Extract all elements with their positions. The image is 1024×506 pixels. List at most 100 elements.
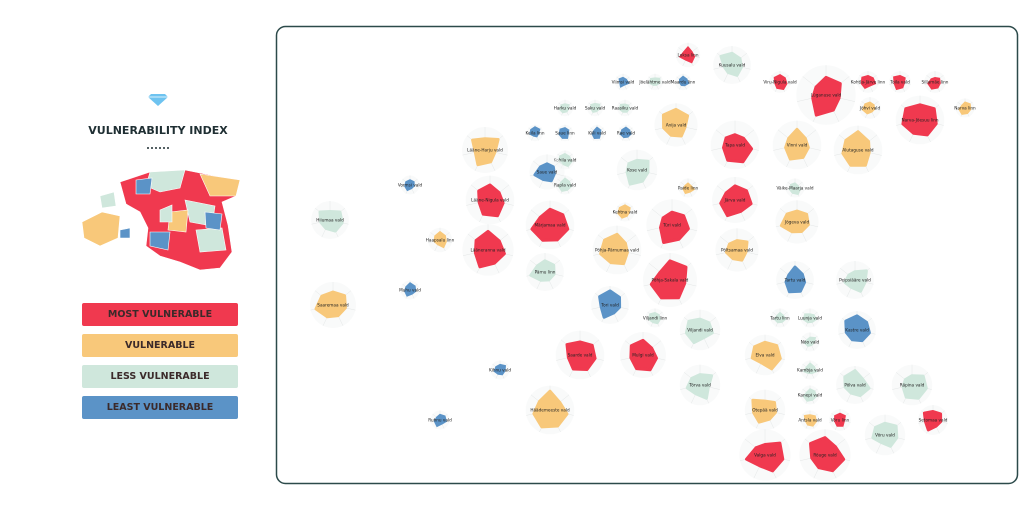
glyph-axis [884, 434, 895, 454]
glyph-label: Võru vald [875, 433, 895, 438]
glyph-axis [310, 304, 334, 311]
glyph-axis [622, 76, 630, 83]
glyph-shape [844, 314, 871, 343]
glyph-axis [400, 289, 411, 293]
glyph-axis [854, 373, 870, 386]
glyph-axis [622, 81, 631, 85]
glyph-axis [909, 119, 921, 143]
glyph-axis [579, 354, 604, 361]
glyph-bg [715, 228, 759, 272]
glyph-axis [764, 409, 785, 415]
glyph-axis [934, 75, 944, 83]
glyph-axis [489, 199, 514, 206]
glyph-axis [558, 127, 566, 134]
glyph-axis [624, 205, 633, 213]
glyph-axis [621, 107, 626, 116]
glyph-axis [854, 384, 864, 403]
glyph-axis [680, 329, 701, 335]
legend-item[interactable]: LESS VULNERABLE [82, 365, 238, 388]
glyph-axis [809, 317, 815, 327]
glyph: Märjamaa vald [525, 200, 575, 250]
glyph-axis [734, 199, 746, 221]
glyph-axis [470, 184, 491, 201]
glyph-axis [775, 221, 798, 228]
glyph-axis [749, 342, 766, 356]
legend-item[interactable]: MOST VULNERABLE [82, 303, 238, 326]
glyph: Hiiumaa vald [311, 201, 349, 239]
glyph-shape [682, 182, 695, 194]
glyph-axis [467, 233, 489, 251]
glyph-shape [529, 259, 556, 282]
glyph-axis [329, 219, 339, 238]
legend-item[interactable]: VULNERABLE [82, 334, 238, 357]
glyph-axis [796, 144, 808, 168]
glyph-bg [800, 410, 820, 430]
glyph-bg [654, 103, 698, 147]
glyph-axis [539, 224, 551, 248]
glyph-shape [629, 338, 658, 372]
glyph-axis [699, 329, 710, 349]
glyph: Tartu linn [769, 308, 790, 328]
glyph: Tõrva vald [679, 364, 721, 406]
glyph-axis [487, 249, 514, 256]
glyph-axis [558, 102, 566, 109]
glyph: Saue vald [529, 154, 565, 190]
glyph-axis [311, 219, 331, 225]
glyph-bg [525, 200, 575, 250]
glyph-shape [659, 210, 690, 244]
glyph-axis [794, 187, 805, 191]
glyph-axis [960, 107, 966, 117]
glyph-shape [861, 101, 876, 115]
glyph-axis [892, 384, 913, 390]
glyph-label: Kanepi vald [798, 393, 823, 398]
glyph: Kastre vald [838, 311, 876, 349]
legend-item[interactable]: LEAST VULNERABLE [82, 396, 238, 419]
glyph-axis [615, 81, 624, 85]
glyph-shape [927, 77, 941, 90]
glyph: Narva-Jõesuu linn [895, 95, 945, 145]
glyph: Türi vald [646, 199, 698, 251]
glyph-shape [893, 75, 906, 90]
glyph-bg [588, 124, 606, 142]
glyph-axis [624, 211, 635, 215]
glyph-axis [796, 94, 827, 102]
glyph-axis [651, 208, 673, 226]
glyph-axis [624, 107, 633, 111]
glyph: Jõgeva vald [775, 200, 819, 244]
glyph-axis [539, 409, 551, 433]
glyph-axis [794, 187, 800, 197]
glyph-axis [549, 394, 570, 411]
glyph-axis [322, 304, 334, 326]
glyph-axis [428, 239, 441, 243]
glyph-axis [534, 132, 539, 141]
glyph-axis [802, 388, 811, 396]
glyph-shape [684, 317, 714, 344]
glyph-axis [724, 199, 736, 221]
glyph-axis [869, 101, 879, 109]
glyph-axis [588, 102, 596, 109]
glyph-shape [843, 369, 871, 398]
glyph-axis [899, 81, 911, 85]
glyph-axis [911, 384, 922, 404]
glyph-axis [805, 317, 811, 327]
glyph-axis [773, 144, 798, 151]
glyph-bg [859, 97, 881, 119]
glyph-axis [796, 144, 821, 151]
glyph-label: Põhja-Sakala vald [652, 278, 689, 283]
glyph-bg [555, 330, 605, 380]
glyph-shape [860, 75, 877, 89]
glyph: Vormsi vald [398, 175, 423, 195]
glyph-shape [809, 436, 846, 473]
glyph: Antsla vald [798, 410, 822, 430]
glyph-label: Raasiku vald [612, 106, 639, 111]
glyph-axis [671, 224, 698, 231]
glyph-axis [723, 64, 733, 83]
glyph-label: Rõuge vald [813, 453, 837, 458]
glyph-axis [731, 64, 751, 70]
glyph-axis [555, 159, 566, 163]
glyph-bg [643, 253, 697, 307]
glyph-axis [687, 47, 698, 56]
glyph-bg [525, 385, 575, 435]
glyph-shape [803, 414, 817, 427]
